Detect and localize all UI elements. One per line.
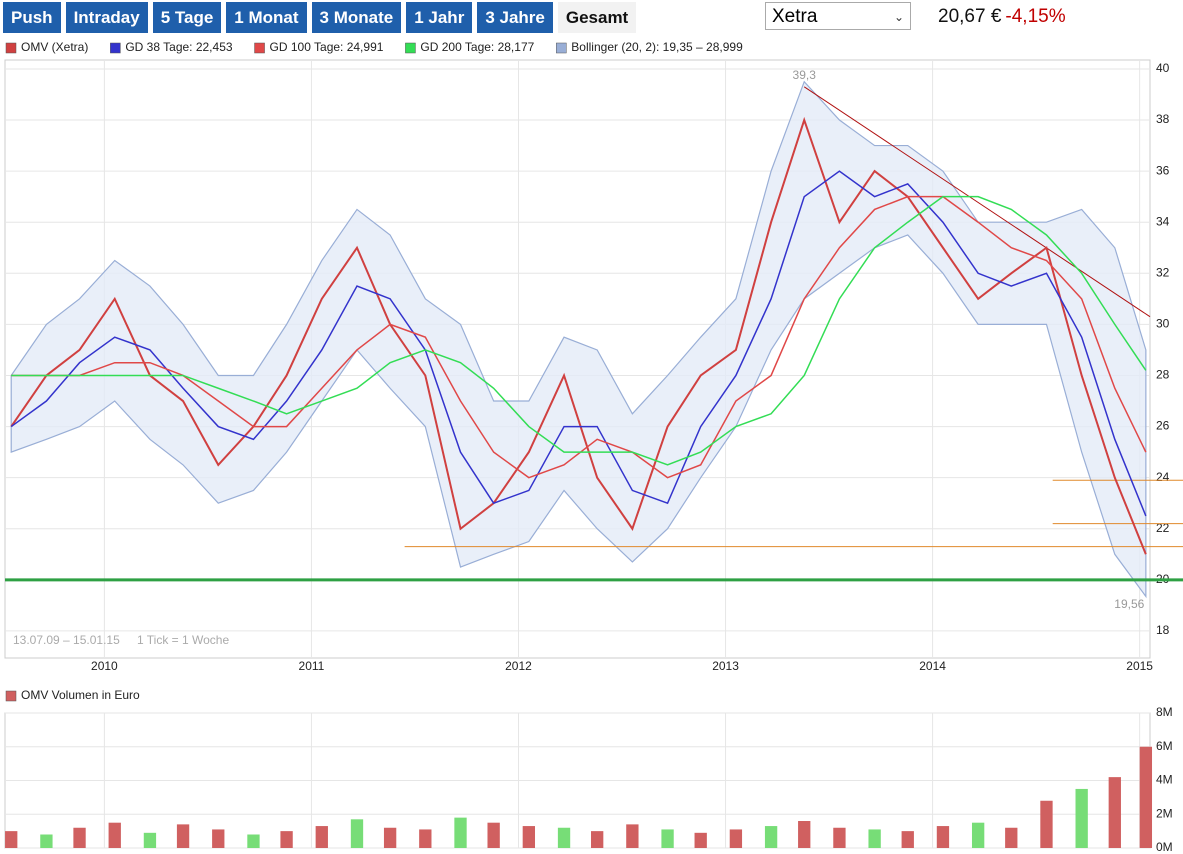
legend-label: OMV Volumen in Euro bbox=[21, 688, 140, 702]
y-tick-label: 4M bbox=[1156, 773, 1173, 787]
moving-average bbox=[10, 170, 1147, 517]
x-tick-label: 2012 bbox=[505, 659, 532, 673]
volume-bar bbox=[315, 826, 328, 848]
range-tab[interactable]: Gesamt bbox=[557, 2, 637, 33]
range-tab[interactable]: 1 Monat bbox=[226, 2, 307, 33]
y-tick-label: 32 bbox=[1156, 265, 1170, 279]
volume-bar bbox=[833, 827, 846, 848]
y-tick-label: 6M bbox=[1156, 739, 1173, 753]
legend-swatch bbox=[556, 42, 567, 54]
volume-bar bbox=[1040, 800, 1053, 848]
volume-bar bbox=[591, 831, 604, 848]
legend-swatch bbox=[110, 42, 121, 54]
y-tick-label: 18 bbox=[1156, 623, 1170, 637]
range-tabs: Push Intraday 5 Tage 1 Monat 3 Monate 1 Jahr 3… bbox=[3, 2, 637, 33]
x-tick-label: 2011 bbox=[299, 659, 325, 673]
volume-bar bbox=[868, 829, 881, 848]
volume-bar bbox=[694, 832, 707, 848]
volume-bar bbox=[1108, 777, 1121, 848]
volume-bar bbox=[176, 824, 190, 848]
y-tick-label: 8M bbox=[1156, 705, 1173, 719]
legend-label: GD 200 Tage: 28,177 bbox=[420, 40, 534, 54]
volume-bar bbox=[557, 827, 571, 848]
legend-swatch bbox=[5, 690, 17, 702]
y-tick-label: 34 bbox=[1156, 214, 1170, 228]
range-note: 13.07.09 – 15.01.15 bbox=[13, 633, 120, 647]
trend-line bbox=[803, 86, 1151, 318]
volume-bar bbox=[108, 822, 121, 848]
volume-bar bbox=[5, 831, 18, 848]
volume-bar bbox=[764, 826, 778, 848]
change: -4,15% bbox=[1005, 6, 1066, 27]
volume-bar bbox=[280, 831, 293, 848]
price: 20,67 € bbox=[938, 6, 1002, 27]
volume-bar bbox=[971, 822, 985, 848]
y-tick-label: 22 bbox=[1156, 521, 1170, 535]
legend-swatch bbox=[5, 42, 17, 54]
volume-bar bbox=[383, 827, 397, 848]
x-tick-label: 2010 bbox=[91, 659, 118, 673]
y-tick-label: 24 bbox=[1156, 470, 1170, 484]
y-tick-label: 36 bbox=[1156, 163, 1170, 177]
volume-bar bbox=[40, 834, 53, 848]
volume-bar bbox=[1005, 827, 1018, 848]
legend-swatch bbox=[405, 42, 416, 54]
moving-average bbox=[11, 195, 1147, 466]
range-tab[interactable]: 5 Tage bbox=[152, 2, 222, 33]
bollinger-band bbox=[10, 80, 1147, 599]
y-tick-label: 26 bbox=[1156, 419, 1170, 433]
x-tick-label: 2013 bbox=[712, 659, 739, 673]
range-tab[interactable]: 3 Monate bbox=[311, 2, 402, 33]
y-tick-label: 30 bbox=[1156, 317, 1170, 331]
x-tick-label: 2015 bbox=[1126, 659, 1153, 673]
exchange-value: Xetra bbox=[772, 6, 818, 27]
legend-swatch bbox=[254, 42, 265, 54]
volume-bar bbox=[487, 822, 500, 848]
volume-bar bbox=[454, 817, 467, 848]
dropdown-arrow: ⌄ bbox=[893, 10, 904, 24]
volume-bar bbox=[901, 831, 914, 848]
volume-bar bbox=[1139, 746, 1153, 848]
y-tick-label: 28 bbox=[1156, 368, 1170, 382]
range-tab[interactable]: Push bbox=[3, 2, 61, 33]
y-tick-label: 38 bbox=[1156, 112, 1170, 126]
volume-bar bbox=[936, 826, 950, 848]
legend-label: OMV (Xetra) bbox=[21, 40, 88, 54]
legend-label: Bollinger (20, 2): 19,35 – 28,999 bbox=[571, 40, 743, 54]
range-tab[interactable]: Intraday bbox=[65, 2, 148, 33]
volume-bar bbox=[419, 829, 432, 848]
extreme-label: 19,56 bbox=[1114, 597, 1144, 611]
range-tab[interactable]: 1 Jahr bbox=[406, 2, 473, 33]
volume-bar bbox=[626, 824, 639, 848]
volume-bar bbox=[1075, 788, 1088, 848]
volume-bar bbox=[350, 819, 364, 848]
range-note: 1 Tick = 1 Woche bbox=[137, 633, 229, 647]
volume-bar bbox=[798, 821, 811, 848]
exchange-select[interactable]: Xetra ⌄ bbox=[765, 2, 911, 30]
quote: 20,67 € -4,15% bbox=[938, 6, 1066, 28]
x-tick-label: 2014 bbox=[919, 659, 946, 673]
volume-bar bbox=[729, 829, 743, 848]
volume-bar bbox=[661, 829, 674, 848]
volume-bar bbox=[73, 827, 86, 848]
y-tick-label: 40 bbox=[1156, 61, 1170, 75]
legend-label: GD 38 Tage: 22,453 bbox=[125, 40, 233, 54]
legend-label: GD 100 Tage: 24,991 bbox=[270, 40, 384, 54]
y-tick-label: 2M bbox=[1156, 806, 1173, 820]
y-tick-label: 0M bbox=[1156, 840, 1173, 854]
volume-bar bbox=[522, 826, 536, 848]
volume-bar bbox=[143, 832, 157, 848]
range-tab[interactable]: 3 Jahre bbox=[477, 2, 553, 33]
extreme-label: 39,3 bbox=[793, 68, 817, 82]
volume-bar bbox=[247, 834, 260, 848]
volume-bar bbox=[212, 829, 225, 848]
